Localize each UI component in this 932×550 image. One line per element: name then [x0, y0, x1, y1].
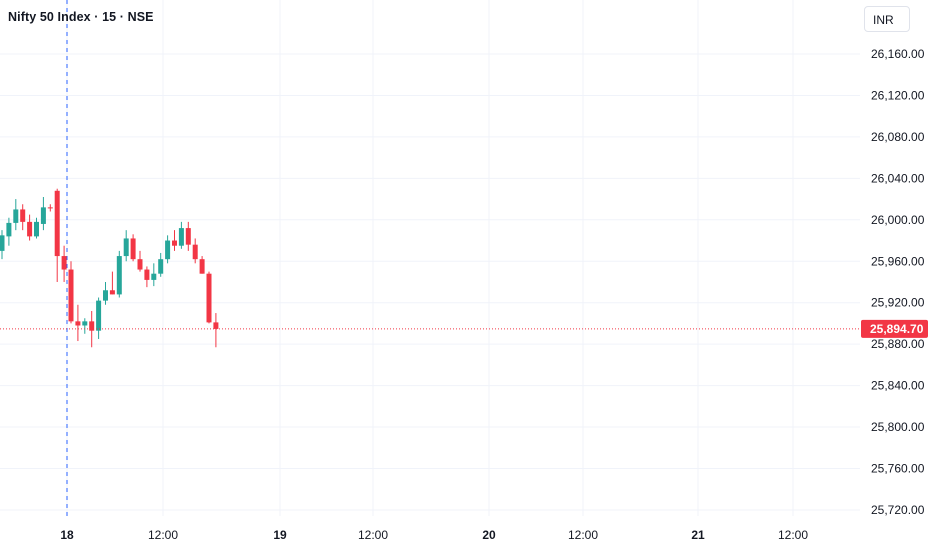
time-tick-label: 21 — [691, 528, 705, 542]
price-tick-label: 25,840.00 — [871, 379, 925, 393]
candle-body — [151, 273, 157, 280]
last-price-marker: 25,894.70 — [861, 319, 928, 338]
candle-body — [27, 221, 33, 237]
candle-body — [144, 269, 150, 280]
candle-body — [192, 244, 198, 260]
candle-body — [34, 221, 39, 237]
price-tick-label: 26,040.00 — [871, 171, 925, 185]
candle-body — [123, 238, 129, 257]
price-tick-label: 26,160.00 — [871, 47, 925, 61]
currency-button[interactable]: INR — [864, 6, 910, 32]
price-tick-label: 25,800.00 — [871, 420, 925, 434]
candle-body — [199, 259, 205, 274]
time-tick-label: 20 — [482, 528, 496, 542]
price-tick-label: 25,920.00 — [871, 296, 925, 310]
price-tick-label: 25,760.00 — [871, 462, 925, 476]
candle-body — [178, 228, 184, 246]
price-tick-label: 25,880.00 — [871, 337, 925, 351]
candle-body — [109, 290, 115, 295]
candle-body — [82, 321, 88, 326]
candle-body — [185, 228, 191, 245]
price-tick-label: 25,720.00 — [871, 503, 925, 517]
candle-body — [103, 290, 108, 301]
candle-body — [206, 273, 212, 323]
candle-body — [13, 209, 19, 223]
candle-body — [6, 222, 12, 237]
candle-body — [61, 256, 67, 270]
candle-body — [213, 322, 219, 329]
price-tick-label: 26,080.00 — [871, 130, 925, 144]
candle-body — [172, 240, 177, 246]
price-axis[interactable]: 26,160.00 26,120.00 26,080.00 26,040.00 26,0… — [871, 47, 925, 517]
candle-body — [47, 207, 53, 209]
candle-body — [130, 238, 136, 260]
candle-body — [158, 259, 164, 274]
candles — [0, 188, 219, 348]
time-tick-label: 18 — [60, 528, 74, 542]
symbol-title[interactable]: Nifty 50 Index · 15 · NSE — [8, 10, 154, 24]
candle-body — [89, 321, 95, 331]
price-tick-label: 26,000.00 — [871, 213, 925, 227]
candle-body — [20, 209, 26, 222]
candle-body — [96, 300, 102, 331]
candle-body — [54, 190, 60, 257]
candle-body — [116, 256, 122, 295]
candle-body — [75, 321, 81, 326]
time-tick-label: 12:00 — [568, 528, 598, 542]
candle-body — [165, 240, 171, 260]
price-tick-label: 26,120.00 — [871, 88, 925, 102]
candle-body — [0, 235, 5, 251]
candle-body — [137, 259, 143, 270]
time-tick-label: 12:00 — [148, 528, 178, 542]
time-tick-label: 12:00 — [778, 528, 808, 542]
price-tick-label: 25,960.00 — [871, 254, 925, 268]
time-tick-label: 12:00 — [358, 528, 388, 542]
last-price-label-bg — [861, 319, 928, 338]
time-axis[interactable]: 18 12:00 19 12:00 20 12:00 21 12:00 — [60, 528, 808, 542]
candle-body — [40, 207, 46, 224]
chart-grid — [0, 0, 860, 516]
time-tick-label: 19 — [273, 528, 287, 542]
last-price-label: 25,894.70 — [870, 322, 924, 336]
candle-body — [68, 269, 74, 322]
